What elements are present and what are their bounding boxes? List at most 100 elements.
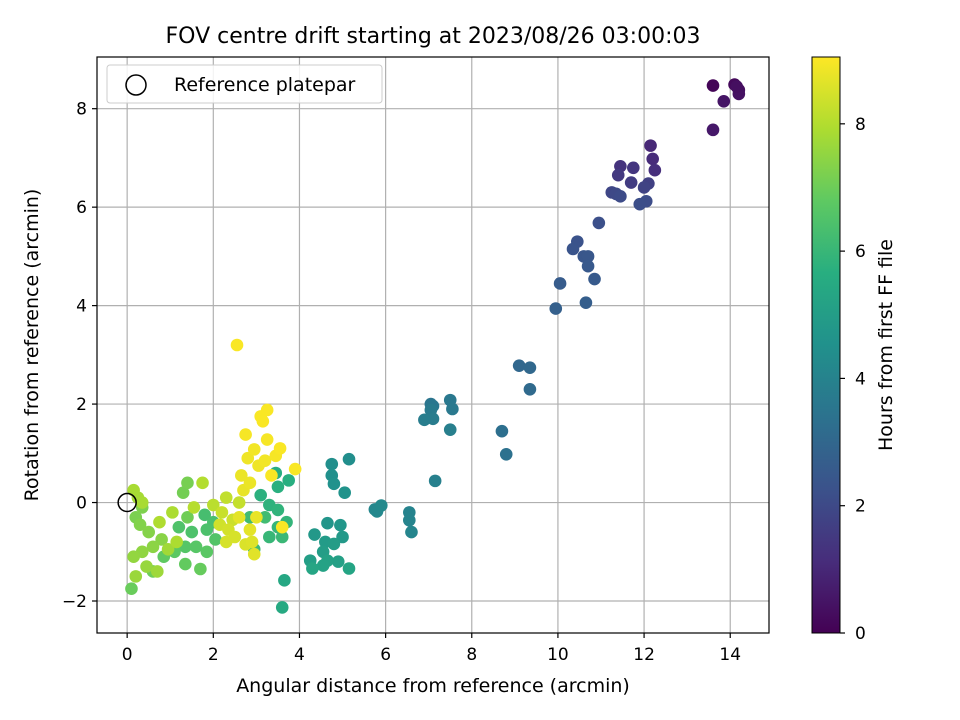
data-point	[306, 562, 319, 575]
data-point	[215, 506, 229, 519]
data-point	[553, 277, 567, 290]
x-axis-ticks: 0 2 4 6 8 10 12 14	[122, 633, 741, 665]
data-point	[243, 476, 257, 490]
data-point	[288, 462, 302, 476]
data-point	[588, 272, 601, 286]
data-point	[592, 216, 606, 230]
data-point	[146, 540, 160, 554]
data-point	[331, 555, 345, 568]
data-point	[579, 296, 593, 309]
data-point	[187, 501, 201, 514]
data-point	[176, 486, 190, 499]
data-point	[730, 80, 743, 93]
data-point	[185, 525, 199, 539]
data-point	[624, 176, 638, 189]
data-point	[256, 415, 270, 428]
data-point	[648, 163, 662, 177]
data-point	[196, 476, 209, 490]
data-point	[275, 601, 289, 614]
y-axis-label: Rotation from reference (arcmin)	[21, 189, 43, 502]
data-point	[133, 518, 147, 531]
data-point	[151, 565, 164, 578]
data-point	[611, 168, 625, 182]
data-point	[241, 451, 255, 465]
data-point	[254, 488, 267, 502]
colorbar-tick-label: 2	[855, 497, 866, 517]
colorbar-tick-label: 8	[855, 115, 866, 135]
x-tick-label: 10	[547, 645, 569, 665]
data-point	[181, 476, 194, 490]
data-point	[140, 560, 153, 573]
legend-box	[106, 64, 383, 104]
data-point	[200, 545, 214, 559]
y-tick-label: 8	[76, 100, 87, 120]
data-point	[308, 528, 321, 541]
data-point	[706, 79, 720, 92]
data-point	[245, 535, 259, 549]
legend: Reference platepar	[106, 64, 383, 104]
y-tick-label: 0	[76, 494, 87, 514]
data-point	[446, 402, 459, 416]
colorbar-tick-label: 0	[855, 624, 866, 644]
data-point	[258, 454, 272, 467]
data-point	[443, 423, 457, 436]
data-point	[327, 477, 341, 491]
data-point	[247, 443, 261, 456]
y-tick-label: 6	[76, 198, 87, 218]
colorbar: 0 2 4 6 8 Hours from first FF file	[811, 56, 897, 644]
data-point	[512, 359, 526, 372]
reference-marker	[117, 492, 137, 513]
data-point	[235, 469, 248, 482]
data-point	[271, 503, 285, 517]
data-point	[181, 511, 194, 524]
x-axis-label: Angular distance from reference (arcmin)	[236, 675, 630, 697]
data-point	[142, 525, 155, 539]
data-point	[336, 530, 349, 544]
y-tick-label: −2	[62, 592, 87, 612]
reference-point	[117, 492, 137, 513]
data-point	[194, 562, 207, 576]
colorbar-ticks: 0 2 4 6 8	[840, 115, 866, 644]
colorbar-label: Hours from first FF file	[875, 239, 897, 451]
data-point	[189, 540, 203, 554]
data-point	[127, 483, 140, 497]
data-point	[166, 506, 179, 519]
y-tick-label: 4	[76, 297, 87, 317]
data-point	[321, 516, 334, 530]
legend-label: Reference platepar	[174, 74, 356, 96]
data-point	[239, 428, 252, 441]
data-point	[325, 457, 339, 471]
data-point	[499, 447, 513, 461]
data-point	[127, 550, 140, 563]
data-point	[247, 547, 261, 561]
data-point	[523, 361, 537, 374]
data-point	[198, 508, 211, 522]
x-tick-label: 14	[719, 645, 741, 665]
x-tick-label: 0	[122, 645, 133, 665]
data-point	[403, 513, 416, 527]
data-point	[614, 190, 627, 203]
data-point	[523, 383, 537, 396]
data-point	[418, 413, 431, 427]
x-tick-label: 12	[633, 645, 655, 665]
data-point	[278, 574, 291, 587]
data-point	[172, 520, 186, 534]
data-point	[581, 250, 595, 263]
colorbar-tick-label: 4	[855, 369, 866, 389]
data-point	[125, 582, 138, 595]
data-point	[342, 452, 356, 466]
data-point	[232, 496, 246, 509]
x-tick-label: 8	[466, 645, 477, 665]
data-point	[637, 181, 651, 194]
x-tick-label: 4	[294, 645, 305, 665]
data-point	[271, 480, 285, 494]
data-point	[209, 533, 222, 546]
data-point	[549, 302, 563, 315]
data-point	[265, 469, 278, 482]
data-point	[644, 139, 657, 152]
data-point	[153, 515, 166, 529]
data-point	[129, 570, 143, 583]
data-points	[125, 78, 746, 614]
data-point	[219, 491, 233, 504]
